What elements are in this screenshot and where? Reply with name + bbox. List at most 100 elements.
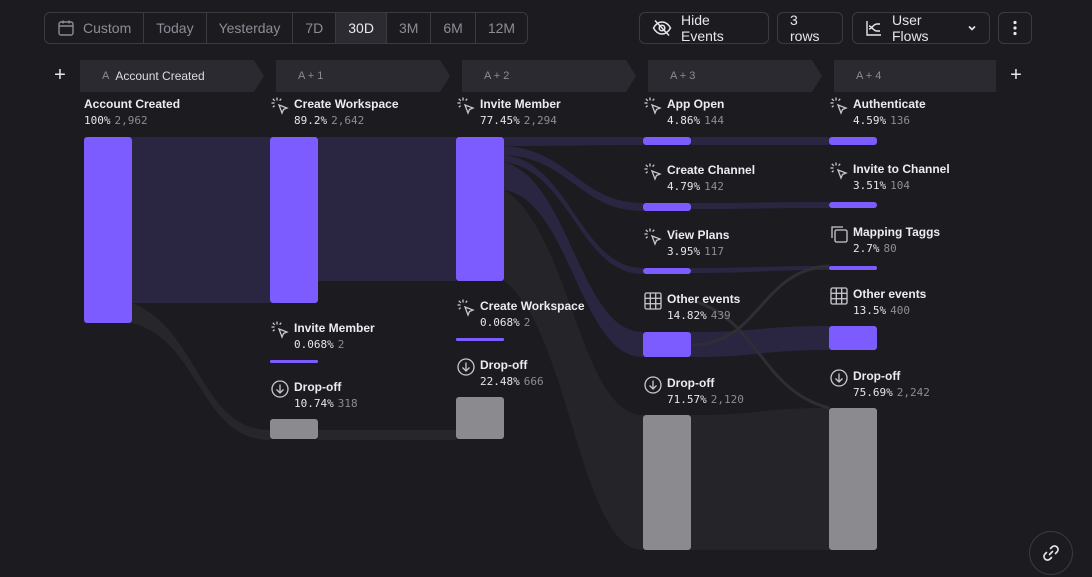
node-view-plans[interactable]: View Plans 3.95% 117: [643, 227, 823, 258]
node-stats: 13.5% 400: [853, 304, 1009, 317]
node-name: Invite Member: [294, 321, 375, 335]
date-range-custom[interactable]: Custom: [45, 13, 145, 43]
date-range-6m[interactable]: 6M: [431, 13, 476, 43]
node-app-open[interactable]: App Open 4.86% 144: [643, 96, 823, 127]
click-icon: [270, 320, 290, 340]
node-bar-app-open[interactable]: [643, 137, 691, 145]
dropoff-icon: [643, 375, 663, 395]
node-account-created[interactable]: Account Created 100% 2,962: [84, 96, 264, 127]
flow-ribbon: [132, 303, 270, 440]
click-icon: [643, 162, 663, 182]
node-bar-dropoff[interactable]: [643, 415, 691, 550]
node-count: 666: [523, 375, 544, 388]
node-stats: 0.068% 2: [480, 316, 636, 329]
node-bar-invite-member[interactable]: [270, 360, 318, 363]
node-percent: 3.51%: [853, 179, 887, 192]
node-bar-authenticate[interactable]: [829, 137, 877, 145]
node-bar-create-channel[interactable]: [643, 203, 691, 211]
flow-ribbon: [318, 430, 456, 440]
node-bar-other-events[interactable]: [829, 326, 877, 350]
node-name: Mapping Taggs: [853, 225, 941, 239]
node-stats: 10.74% 318: [294, 397, 450, 410]
report-type-label: User Flows: [892, 12, 929, 44]
date-range-label: Today: [156, 20, 194, 36]
hide-events-button[interactable]: Hide Events: [639, 12, 769, 44]
flows-chart-icon: [865, 19, 883, 37]
node-bar-invite-member[interactable]: [456, 137, 504, 281]
node-create-workspace[interactable]: Create Workspace 89.2% 2,642: [270, 96, 450, 127]
node-bar-create-workspace[interactable]: [456, 338, 504, 341]
dropoff-icon: [829, 368, 849, 388]
node-stats: 3.51% 104: [853, 179, 1009, 192]
node-stats: 89.2% 2,642: [294, 114, 450, 127]
node-stats: 3.95% 117: [667, 245, 823, 258]
step-header-a2[interactable]: A + 2: [462, 60, 636, 92]
flow-ribbon: [691, 137, 829, 145]
node-name: Authenticate: [853, 97, 926, 111]
node-invite-to-channel[interactable]: Invite to Channel 3.51% 104: [829, 161, 1009, 192]
date-range-yesterday[interactable]: Yesterday: [206, 13, 294, 43]
date-range-7d[interactable]: 7D: [293, 13, 337, 43]
date-range-3m[interactable]: 3M: [386, 13, 432, 43]
node-bar-create-workspace[interactable]: [270, 137, 318, 303]
node-other-events[interactable]: Other events 13.5% 400: [829, 286, 1009, 317]
step-prefix: A + 1: [298, 70, 324, 82]
node-bar-dropoff[interactable]: [456, 397, 504, 439]
node-dropoff[interactable]: Drop-off 75.69% 2,242: [829, 368, 1009, 399]
node-stats: 4.79% 142: [667, 180, 823, 193]
node-count: 2,242: [896, 386, 930, 399]
add-step-before-button[interactable]: +: [54, 64, 66, 86]
node-name: Account Created: [84, 97, 181, 111]
step-header-a[interactable]: A Account Created: [80, 60, 264, 92]
node-name: App Open: [667, 97, 725, 111]
node-count: 104: [890, 179, 910, 192]
step-header-a4[interactable]: A + 4: [834, 60, 996, 92]
step-prefix: A + 4: [856, 70, 882, 82]
node-authenticate[interactable]: Authenticate 4.59% 136: [829, 96, 1009, 127]
node-create-channel[interactable]: Create Channel 4.79% 142: [643, 162, 823, 193]
node-create-workspace[interactable]: Create Workspace 0.068% 2: [456, 298, 636, 329]
node-other-events[interactable]: Other events 14.82% 439: [643, 291, 823, 322]
date-range-label: Custom: [83, 20, 132, 36]
node-bar-account-created[interactable]: [84, 137, 132, 323]
node-bar-dropoff[interactable]: [270, 419, 318, 439]
node-dropoff[interactable]: Drop-off 22.48% 666: [456, 357, 636, 388]
date-range-label: 6M: [443, 20, 463, 36]
node-invite-member[interactable]: Invite Member 77.45% 2,294: [456, 96, 636, 127]
node-invite-member[interactable]: Invite Member 0.068% 2: [270, 320, 450, 351]
node-name: Drop-off: [667, 376, 715, 390]
date-range-30d[interactable]: 30D: [336, 13, 387, 43]
click-icon: [270, 96, 290, 116]
copy-link-button[interactable]: [1029, 531, 1073, 575]
report-type-dropdown[interactable]: User Flows: [852, 12, 990, 44]
more-options-button[interactable]: [998, 12, 1032, 44]
node-mapping-taggs[interactable]: Mapping Taggs 2.7% 80: [829, 224, 1009, 255]
node-count: 2,962: [114, 114, 148, 127]
date-range-today[interactable]: Today: [144, 13, 207, 43]
node-percent: 4.59%: [853, 114, 887, 127]
node-bar-invite-to-channel[interactable]: [829, 202, 877, 208]
link-icon: [1042, 544, 1060, 562]
node-bar-other-events[interactable]: [643, 332, 691, 357]
node-dropoff[interactable]: Drop-off 10.74% 318: [270, 379, 450, 410]
node-percent: 4.86%: [667, 114, 701, 127]
click-icon: [456, 96, 476, 116]
flow-ribbon: [504, 155, 643, 274]
node-count: 117: [704, 245, 724, 258]
node-bar-mapping-taggs[interactable]: [829, 266, 877, 270]
date-range-label: 12M: [487, 20, 516, 36]
kebab-menu-icon: [1013, 20, 1017, 36]
step-header-a1[interactable]: A + 1: [276, 60, 450, 92]
node-percent: 89.2%: [294, 114, 328, 127]
node-bar-dropoff[interactable]: [829, 408, 877, 550]
node-count: 2,642: [331, 114, 365, 127]
node-bar-view-plans[interactable]: [643, 268, 691, 274]
step-header-a3[interactable]: A + 3: [648, 60, 822, 92]
flow-ribbon: [504, 146, 643, 211]
add-step-after-button[interactable]: +: [1010, 64, 1022, 86]
node-percent: 14.82%: [667, 309, 707, 322]
rows-button[interactable]: 3 rows: [777, 12, 843, 44]
date-range-12m[interactable]: 12M: [475, 13, 528, 43]
node-dropoff[interactable]: Drop-off 71.57% 2,120: [643, 375, 823, 406]
flow-ribbon: [504, 137, 643, 146]
